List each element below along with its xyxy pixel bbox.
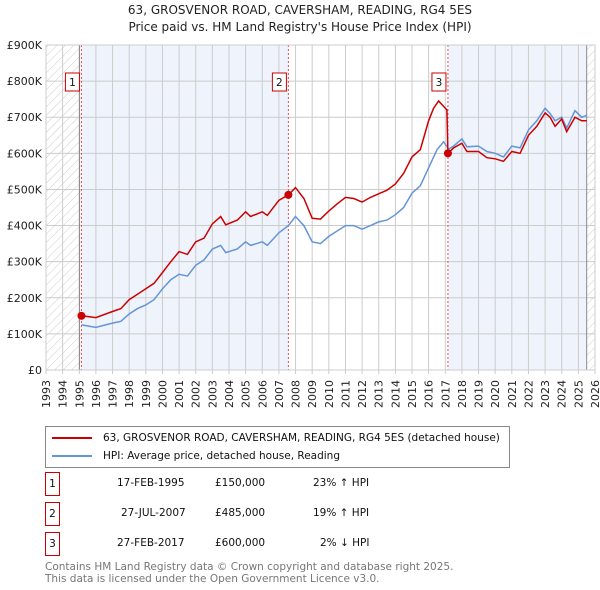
shaded-period-3 (447, 45, 587, 370)
legend-swatch-hpi (52, 455, 92, 457)
x-tick-label: 2000 (156, 380, 169, 408)
x-tick-label: 2020 (489, 380, 502, 408)
shaded-period-1 (81, 45, 289, 370)
x-tick-label: 1999 (140, 380, 153, 408)
transaction-date: 27-FEB-2017 (117, 537, 185, 549)
transaction-hpi-diff: 19% ↑ HPI (313, 507, 370, 519)
x-tick-label: 2022 (522, 380, 535, 408)
x-tick-label: 2019 (473, 380, 486, 408)
sale-label-box (431, 72, 447, 92)
x-tick-label: 2010 (323, 380, 336, 408)
x-tick-label: 2017 (439, 380, 452, 408)
x-tick-label: 1995 (73, 380, 86, 408)
transaction-date: 17-FEB-1995 (117, 477, 185, 489)
chart-title: 63, GROSVENOR ROAD, CAVERSHAM, READING, … (127, 3, 473, 17)
x-tick-label: 1998 (123, 380, 136, 408)
legend-swatch-property (52, 437, 92, 439)
x-tick-label: 2002 (190, 380, 203, 408)
sale-label-box (271, 72, 287, 92)
sale-label: 2 (276, 77, 283, 89)
x-tick-label: 1996 (90, 380, 103, 408)
x-tick-label: 2006 (256, 380, 269, 408)
sale-point (284, 190, 293, 199)
y-tick-label: £0 (28, 364, 42, 377)
y-tick-label: £200K (7, 292, 43, 305)
legend-item-property: 63, GROSVENOR ROAD, CAVERSHAM, READING, … (52, 430, 500, 446)
x-tick-label: 2015 (406, 380, 419, 408)
sale-point (77, 311, 86, 320)
chart-subtitle: Price paid vs. HM Land Registry's House … (128, 20, 472, 34)
y-tick-label: £900K (7, 39, 43, 52)
transaction-row: 3 27-FEB-2017 £600,000 2% ↓ HPI (45, 532, 465, 556)
y-tick-label: £500K (7, 183, 43, 196)
y-tick-label: £600K (7, 147, 43, 160)
transaction-price: £600,000 (215, 537, 266, 549)
x-tick-label: 2016 (423, 380, 436, 408)
footer-licence: This data is licensed under the Open Gov… (45, 573, 380, 585)
transaction-date: 27-JUL-2007 (121, 507, 186, 519)
y-tick-label: £100K (7, 328, 43, 341)
hpi-line (81, 106, 587, 329)
transaction-price: £485,000 (215, 507, 266, 519)
x-tick-label: 2018 (456, 380, 469, 408)
transaction-number: 1 (45, 472, 60, 496)
x-tick-label: 2025 (572, 380, 585, 408)
sale-label: 1 (69, 77, 76, 89)
footer-copyright: Contains HM Land Registry data © Crown c… (45, 561, 454, 573)
footer: Contains HM Land Registry data © Crown c… (45, 561, 453, 585)
y-tick-label: £800K (7, 75, 43, 88)
x-tick-label: 1993 (40, 380, 53, 408)
property-price-line (81, 99, 587, 319)
transaction-hpi-diff: 2% ↓ HPI (320, 537, 370, 549)
x-tick-label: 2007 (273, 380, 286, 408)
legend-label-property: 63, GROSVENOR ROAD, CAVERSHAM, READING, … (103, 432, 500, 444)
x-tick-label: 2011 (339, 380, 352, 408)
x-tick-label: 2013 (373, 380, 386, 408)
x-tick-label: 1997 (107, 380, 120, 408)
x-tick-label: 2005 (240, 380, 253, 408)
legend-label-hpi: HPI: Average price, detached house, Read… (103, 450, 340, 462)
x-tick-label: 2003 (206, 380, 219, 408)
transaction-price: £150,000 (215, 477, 266, 489)
x-tick-label: 2024 (556, 380, 569, 408)
transaction-row: 1 17-FEB-1995 £150,000 23% ↑ HPI (45, 472, 465, 496)
x-tick-label: 2001 (173, 380, 186, 408)
sale-label: 3 (436, 77, 443, 89)
transaction-number: 2 (45, 502, 60, 526)
x-tick-label: 1994 (57, 380, 70, 408)
transaction-number: 3 (45, 532, 60, 556)
plot-border (45, 44, 596, 371)
x-tick-label: 2004 (223, 380, 236, 408)
price-chart: 1993 1994 1995 1996 1997 1998 1999 2000 2001 2002… (7, 39, 600, 408)
x-tick-label: 2014 (389, 380, 402, 408)
x-tick-label: 2009 (306, 380, 319, 408)
hatched-region-after (586, 45, 595, 370)
sale-label-box (64, 72, 80, 92)
x-tick-label: 2008 (290, 380, 303, 408)
transaction-row: 2 27-JUL-2007 £485,000 19% ↑ HPI (45, 502, 465, 526)
legend-item-hpi: HPI: Average price, detached house, Read… (52, 448, 340, 464)
sale-point (443, 149, 452, 158)
transaction-hpi-diff: 23% ↑ HPI (313, 477, 370, 489)
x-tick-label: 2012 (356, 380, 369, 408)
hatched-region-before (46, 45, 82, 370)
legend: 63, GROSVENOR ROAD, CAVERSHAM, READING, … (45, 426, 510, 468)
x-tick-label: 2021 (506, 380, 519, 408)
y-tick-label: £300K (7, 256, 43, 269)
x-tick-label: 2026 (589, 380, 600, 408)
y-tick-label: £400K (7, 220, 43, 233)
y-tick-label: £700K (7, 111, 43, 124)
x-tick-label: 2023 (539, 380, 552, 408)
